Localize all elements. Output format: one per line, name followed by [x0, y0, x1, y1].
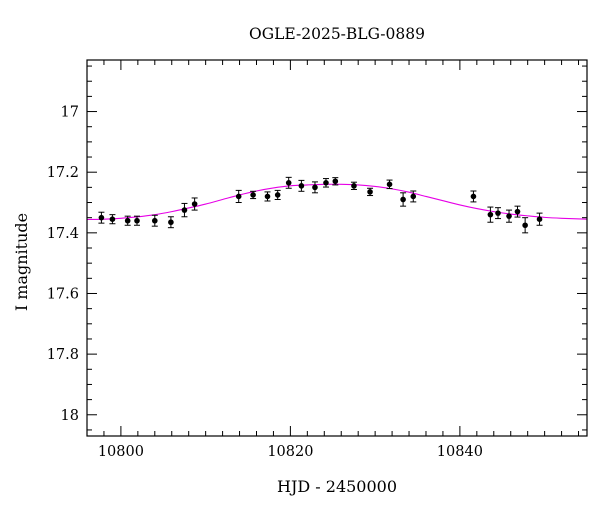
data-points-layer [98, 176, 543, 234]
axis-ticks [86, 60, 587, 436]
y-tick-label: 17.8 [47, 347, 79, 363]
data-marker [98, 214, 105, 221]
data-marker [274, 192, 281, 198]
data-marker [386, 181, 393, 188]
data-marker [495, 210, 501, 216]
data-marker [109, 216, 116, 222]
data-point [470, 190, 477, 203]
data-marker [250, 192, 256, 198]
data-point [235, 189, 242, 204]
data-point [167, 216, 174, 229]
y-tick-label: 18 [61, 408, 79, 424]
data-point [536, 212, 543, 226]
data-marker [235, 193, 242, 200]
data-point [181, 202, 188, 218]
data-marker [506, 213, 512, 219]
chart-title: OGLE-2025-BLG-0889 [249, 25, 425, 43]
data-marker [191, 201, 198, 207]
data-marker [514, 208, 521, 215]
data-point [124, 215, 131, 226]
y-tick-label: 17.6 [47, 286, 79, 302]
data-marker [285, 180, 292, 186]
x-tick-label: 10820 [267, 444, 313, 460]
data-marker [332, 178, 339, 185]
x-tick-label: 10840 [437, 444, 483, 460]
data-point [264, 191, 271, 202]
plot-frame [86, 59, 588, 437]
data-point [298, 179, 305, 192]
data-point [367, 187, 374, 197]
data-point [487, 206, 494, 223]
data-point [134, 215, 140, 226]
data-point [322, 178, 329, 188]
data-marker [410, 193, 417, 200]
data-marker [168, 219, 174, 226]
data-marker [181, 207, 188, 213]
data-marker [134, 217, 140, 224]
data-point [109, 214, 116, 225]
data-marker [367, 189, 373, 195]
x-tick-label: 10800 [98, 444, 144, 460]
data-marker [522, 222, 528, 229]
data-marker [536, 216, 543, 222]
data-marker [151, 217, 158, 224]
data-point [151, 214, 158, 227]
data-point [514, 205, 521, 218]
data-marker [400, 196, 406, 203]
data-point [522, 217, 529, 234]
data-marker [312, 184, 318, 191]
tick-labels: 10800 10820 10840 17 17.2 17.4 17.6 17.8 18 [47, 105, 483, 460]
data-point [274, 189, 281, 200]
x-axis-label: HJD - 2450000 [277, 477, 397, 496]
data-marker [298, 183, 305, 189]
data-point [332, 177, 339, 186]
data-point [98, 211, 105, 224]
y-tick-label: 17.2 [47, 165, 79, 181]
data-point [506, 209, 513, 223]
data-point [400, 192, 407, 207]
y-tick-label: 17.4 [47, 226, 79, 242]
data-marker [487, 211, 494, 218]
model-layer [86, 183, 588, 221]
data-point [250, 190, 257, 200]
y-tick-label: 17 [61, 105, 79, 121]
data-marker [323, 180, 329, 186]
y-axis-label: I magnitude [12, 213, 31, 311]
data-point [311, 181, 318, 194]
data-marker [470, 193, 477, 200]
data-point [386, 179, 393, 190]
data-marker [264, 193, 271, 200]
data-point [350, 181, 357, 190]
data-marker [124, 217, 131, 224]
data-point [191, 197, 198, 211]
model-curve [86, 183, 588, 221]
data-marker [351, 183, 357, 189]
data-point [285, 176, 292, 189]
data-point [495, 207, 502, 220]
data-point [410, 190, 417, 203]
